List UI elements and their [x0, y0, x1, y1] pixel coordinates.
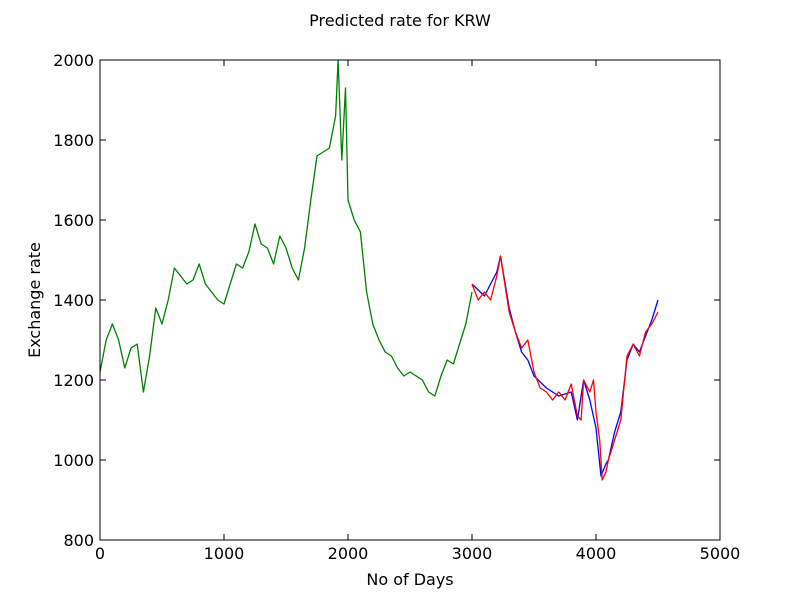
y-tick-label: 1400	[53, 291, 94, 310]
plot-frame	[99, 59, 721, 541]
x-tick-label: 1000	[204, 544, 245, 563]
y-tick-label: 2000	[53, 51, 94, 70]
x-tick-label: 3000	[452, 544, 493, 563]
series-line-1	[99, 59, 473, 397]
series-line-2	[471, 255, 659, 481]
y-axis: 800 1000 1200 1400 1600 1800 2000	[53, 51, 720, 550]
y-tick-label: 1600	[53, 211, 94, 230]
y-tick-label: 1800	[53, 131, 94, 150]
x-tick-label: 5000	[700, 544, 741, 563]
x-axis: 0 1000 2000 3000 4000 5000	[95, 60, 740, 563]
y-tick-label: 800	[63, 531, 94, 550]
series-line-0	[471, 255, 659, 477]
x-tick-label: 0	[95, 544, 105, 563]
series-layer	[99, 59, 659, 481]
y-tick-label: 1200	[53, 371, 94, 390]
y-tick-label: 1000	[53, 451, 94, 470]
x-axis-label: No of Days	[366, 570, 453, 589]
chart-title: Predicted rate for KRW	[309, 11, 491, 30]
x-tick-label: 2000	[328, 544, 369, 563]
x-tick-label: 4000	[576, 544, 617, 563]
y-axis-label: Exchange rate	[25, 242, 44, 358]
